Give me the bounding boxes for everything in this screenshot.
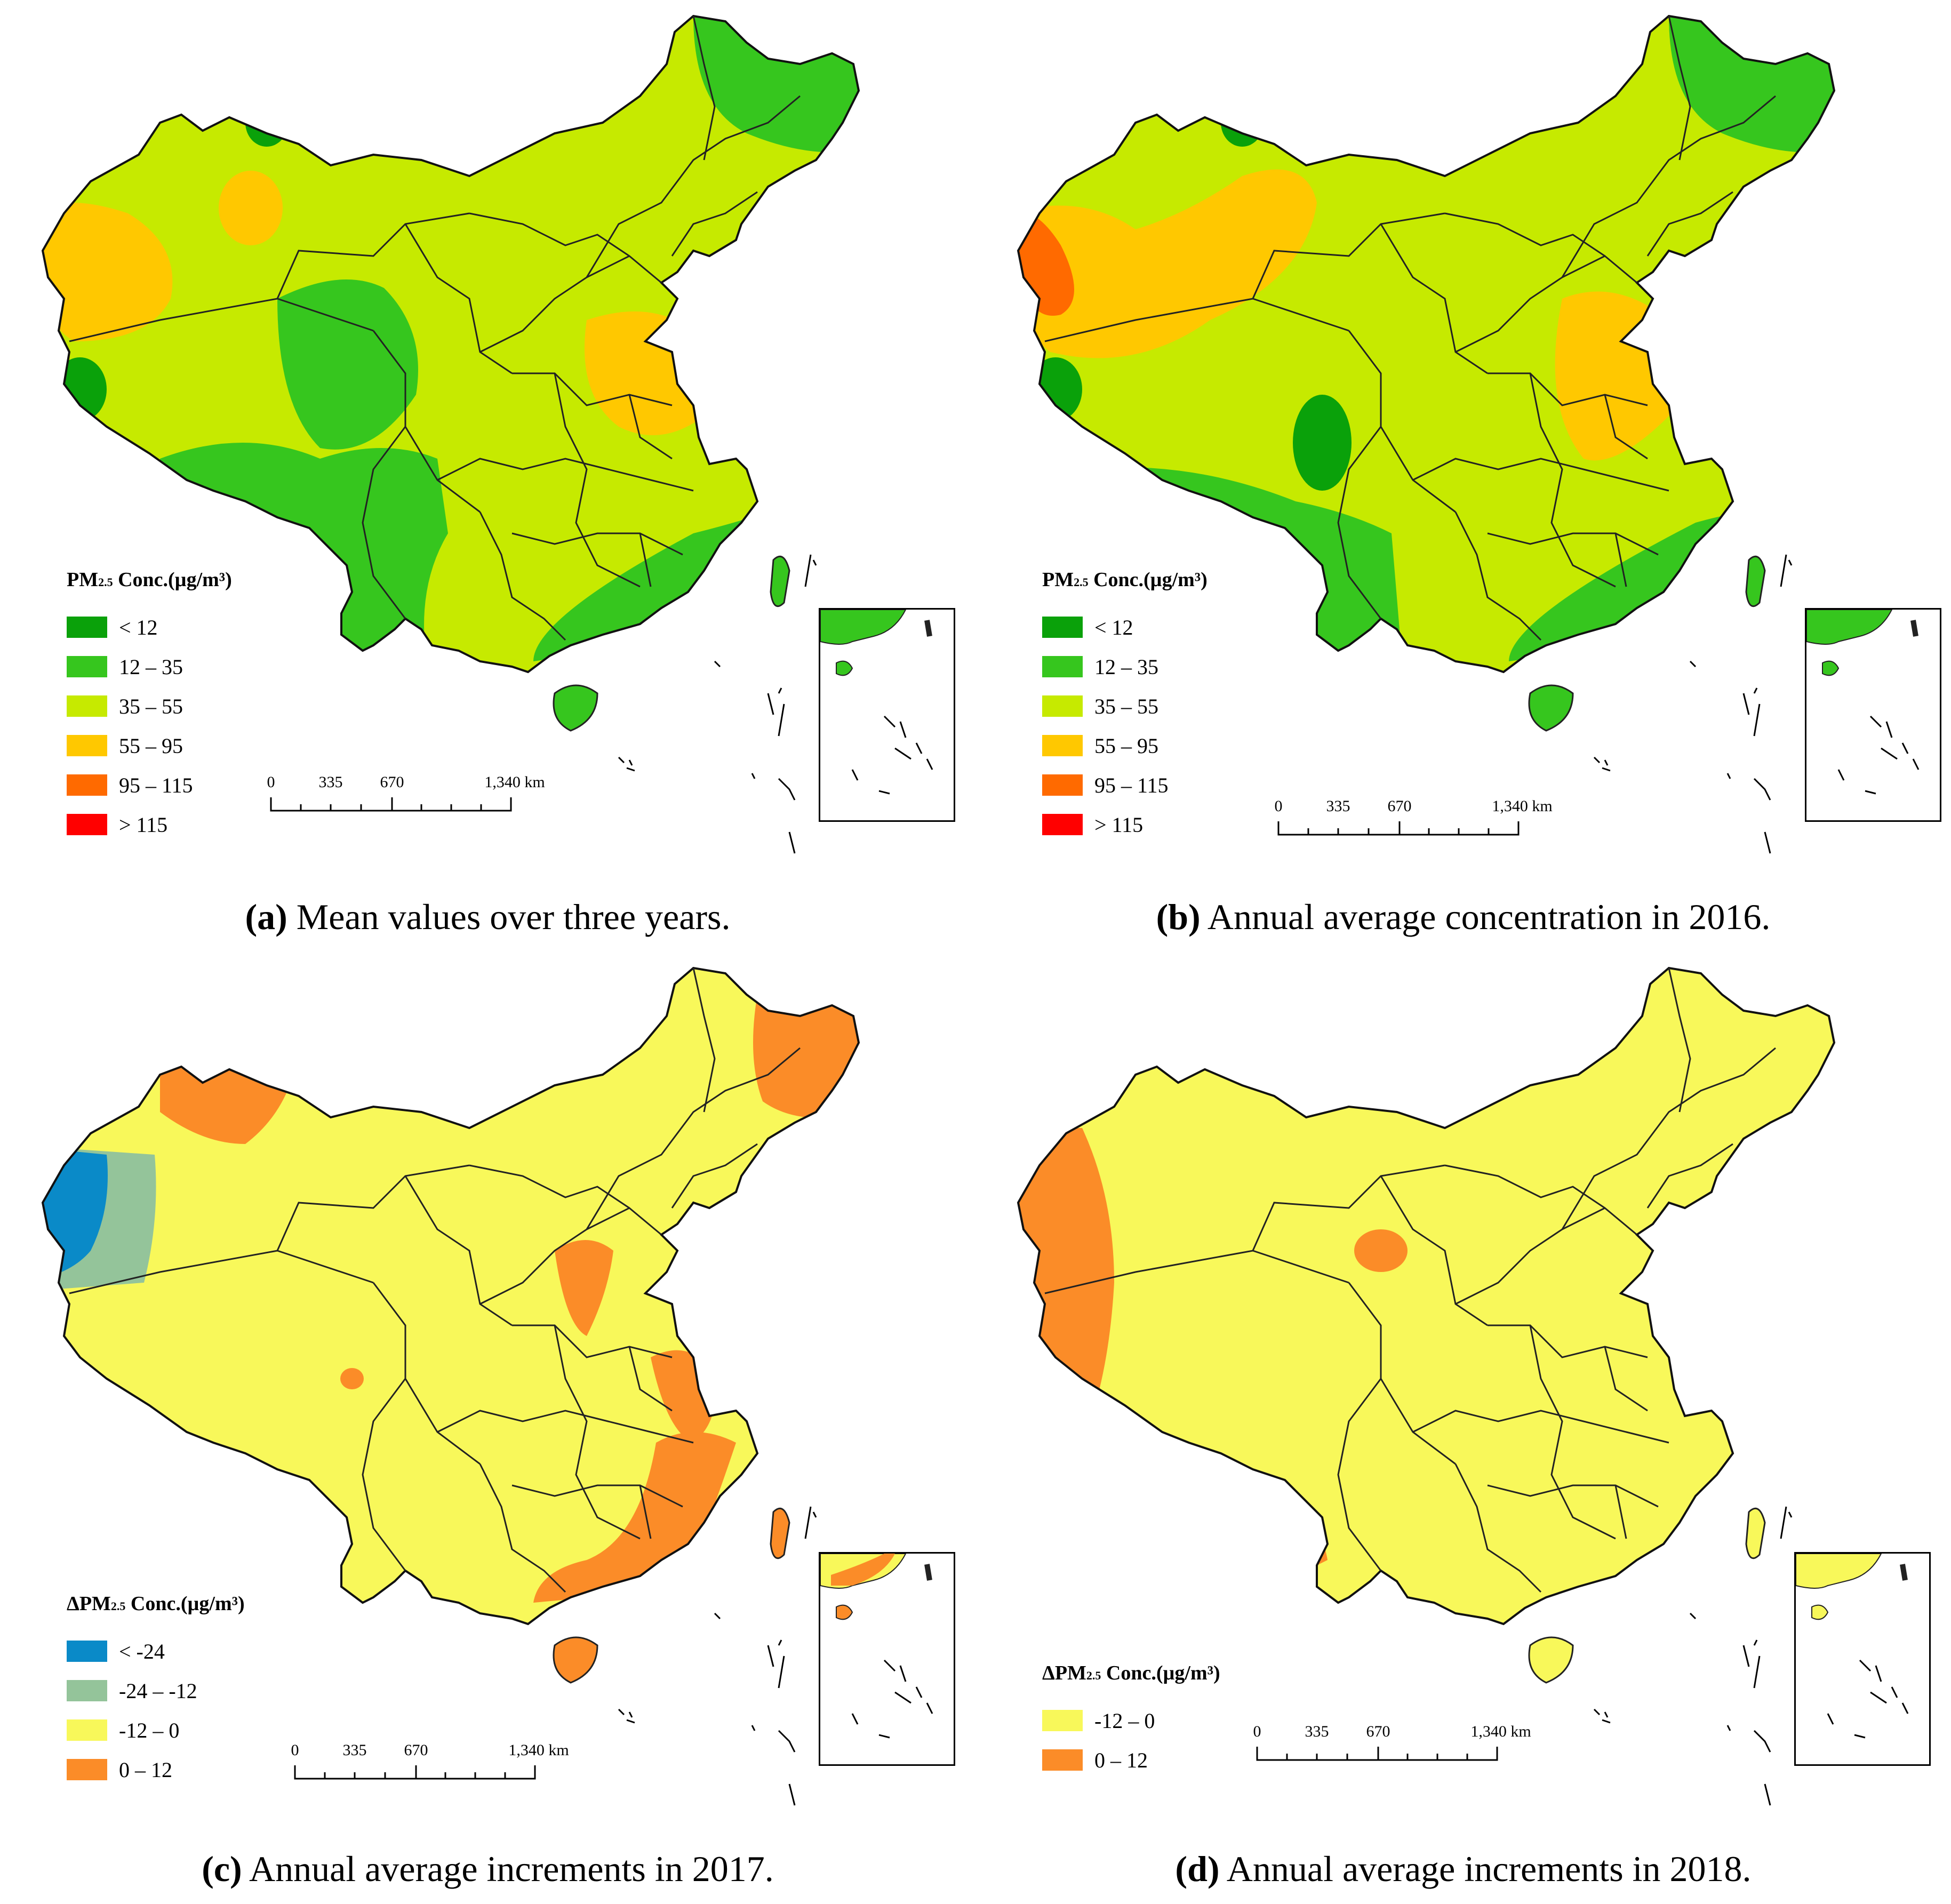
scale-label: 335 (318, 773, 343, 791)
zone-under-12-qinghai (1293, 395, 1352, 491)
zone-under-12-west (1029, 357, 1082, 421)
legend-swatch (67, 814, 107, 835)
legend-item: 0 – 12 (67, 1750, 245, 1789)
legend-swatch (67, 1680, 107, 1701)
scale-label: 0 (291, 1741, 299, 1759)
legend-item: 12 – 35 (1042, 647, 1208, 686)
legend-item: > 115 (67, 805, 232, 844)
panel-a: PM2.5 Conc.(µg/m³) < 12 12 – 35 35 – 55 … (0, 0, 976, 952)
scale-label: 335 (1326, 797, 1350, 815)
scale-label: 0 (267, 773, 275, 791)
legend-item: 35 – 55 (67, 686, 232, 726)
legend-swatch (67, 1641, 107, 1662)
south-china-sea-inset (1805, 608, 1941, 822)
legend-a: PM2.5 Conc.(µg/m³) < 12 12 – 35 35 – 55 … (67, 568, 232, 844)
legend-item: 95 – 115 (1042, 765, 1208, 805)
legend-swatch (67, 1719, 107, 1741)
legend-swatch (1042, 774, 1083, 796)
caption-a: (a) Mean values over three years. (245, 897, 731, 937)
legend-swatch (67, 774, 107, 796)
panel-b: PM2.5 Conc.(µg/m³) < 12 12 – 35 35 – 55 … (976, 0, 1951, 952)
caption-c: (c) Annual average increments in 2017. (202, 1849, 774, 1889)
legend-item: -12 – 0 (67, 1710, 245, 1750)
pm25-mean-map (42, 15, 860, 854)
scale-label: 670 (1366, 1723, 1390, 1740)
zone-55-95-west (1018, 169, 1317, 358)
south-china-sea-inset (1794, 1552, 1931, 1766)
legend-item: -24 – -12 (67, 1671, 245, 1710)
panel-d: ΔPM2.5 Conc.(µg/m³) -12 – 0 0 – 12 0 335… (976, 952, 1951, 1904)
legend-c: ΔPM2.5 Conc.(µg/m³) < -24 -24 – -12 -12 … (67, 1592, 245, 1789)
zone-12-35-qinghai (277, 279, 418, 450)
legend-swatch (1042, 1710, 1083, 1731)
scale-bar: 0 335 670 1,340 km (267, 773, 545, 827)
scale-label: 335 (1305, 1723, 1329, 1740)
caption-b: (b) Annual average concentration in 2016… (1156, 897, 1771, 937)
legend-item: -12 – 0 (1042, 1701, 1220, 1740)
legend-item: > 115 (1042, 805, 1208, 844)
panel-c: ΔPM2.5 Conc.(µg/m³) < -24 -24 – -12 -12 … (0, 952, 976, 1904)
scale-label: 0 (1253, 1723, 1261, 1740)
zone-under-minus24 (43, 1144, 108, 1283)
legend-swatch (1042, 617, 1083, 638)
zone-0-12-west (1018, 1128, 1114, 1443)
legend-b: PM2.5 Conc.(µg/m³) < 12 12 – 35 35 – 55 … (1042, 568, 1208, 844)
scale-label: 670 (380, 773, 404, 791)
legend-title: PM2.5 Conc.(µg/m³) (67, 569, 232, 591)
legend-swatch (67, 695, 107, 717)
zone-0-12-gansu (1354, 1229, 1408, 1272)
zone-55-95-west (43, 203, 173, 341)
legend-item: 12 – 35 (67, 647, 232, 686)
scale-label: 670 (404, 1741, 428, 1759)
scale-bar: 0 335 670 1,340 km (1253, 1723, 1531, 1776)
zone-0-12-central (555, 1240, 613, 1336)
legend-swatch (67, 617, 107, 638)
scale-bar: 0 335 670 1,340 km (291, 1741, 569, 1795)
legend-swatch (1042, 656, 1083, 677)
scale-label: 670 (1387, 797, 1412, 815)
scale-label: 0 (1274, 797, 1283, 815)
legend-swatch (1042, 695, 1083, 717)
legend-item: < 12 (67, 607, 232, 647)
legend-title: PM2.5 Conc.(µg/m³) (1042, 569, 1208, 591)
legend-swatch (1042, 814, 1083, 835)
scale-label: 1,340 km (508, 1741, 569, 1759)
pm25-2016-map (1017, 15, 1835, 854)
caption-d: (d) Annual average increments in 2018. (1175, 1849, 1752, 1889)
legend-swatch (67, 735, 107, 756)
legend-swatch (1042, 1749, 1083, 1771)
legend-title: ΔPM2.5 Conc.(µg/m³) (67, 1593, 245, 1615)
legend-item: < -24 (67, 1631, 245, 1671)
pm25-increment-2018-map (1017, 967, 1835, 1806)
legend-item: 35 – 55 (1042, 686, 1208, 726)
scale-label: 1,340 km (1492, 797, 1553, 815)
south-china-sea-inset (819, 1552, 955, 1766)
pm25-increment-2017-map (42, 967, 860, 1806)
scale-bar: 0 335 670 1,340 km (1274, 797, 1553, 851)
legend-item: 55 – 95 (67, 726, 232, 765)
scale-label: 1,340 km (1470, 1723, 1531, 1740)
legend-item: < 12 (1042, 607, 1208, 647)
zone-under-12-north (1221, 99, 1264, 147)
legend-swatch (67, 656, 107, 677)
zone-55-95-north (219, 171, 283, 245)
zone-under-12-north (245, 99, 288, 147)
legend-item: 95 – 115 (67, 765, 232, 805)
zone-under-12-west (53, 357, 107, 421)
legend-swatch (1042, 735, 1083, 756)
legend-item: 55 – 95 (1042, 726, 1208, 765)
south-china-sea-inset (819, 608, 955, 822)
scale-label: 335 (342, 1741, 367, 1759)
legend-d: ΔPM2.5 Conc.(µg/m³) -12 – 0 0 – 12 (1042, 1661, 1220, 1780)
zone-12-35-tibet (1082, 467, 1402, 661)
legend-swatch (67, 1759, 107, 1780)
legend-title: ΔPM2.5 Conc.(µg/m³) (1042, 1662, 1220, 1684)
scale-label: 1,340 km (484, 773, 545, 791)
zone-0-12-tibet (340, 1368, 364, 1389)
legend-item: 0 – 12 (1042, 1740, 1220, 1780)
